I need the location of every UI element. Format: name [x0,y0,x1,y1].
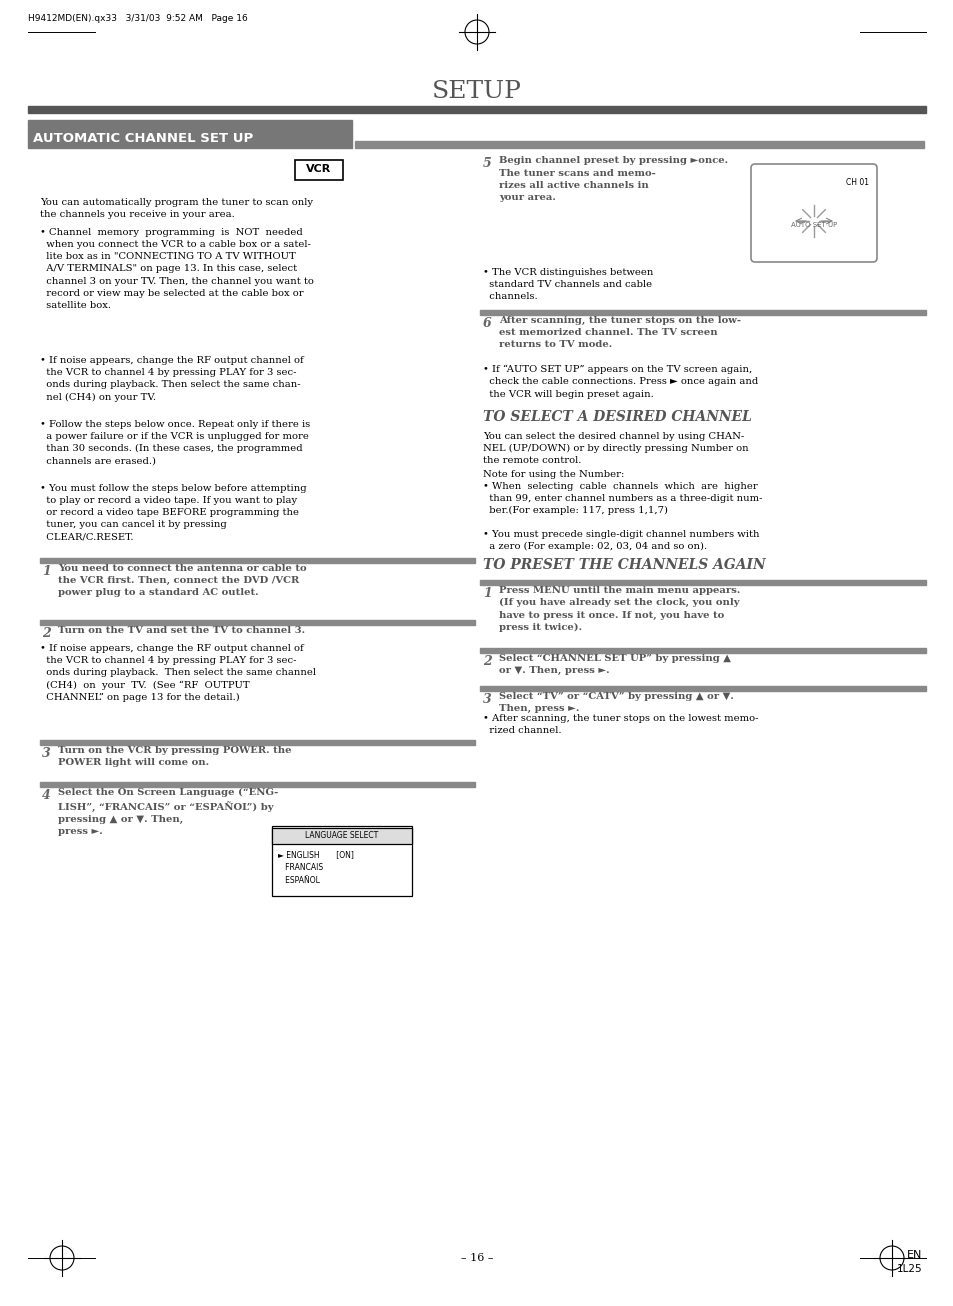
Bar [479,580,925,585]
Text: • You must precede single-digit channel numbers with
  a zero (For example: 02, : • You must precede single-digit channel … [482,530,759,551]
Text: After scanning, the tuner stops on the low-
est memorized channel. The TV screen: After scanning, the tuner stops on the l… [498,316,740,349]
Text: • If “AUTO SET UP” appears on the TV screen again,
  check the cable connections: • If “AUTO SET UP” appears on the TV scr… [482,364,758,398]
Text: • Channel  memory  programming  is  NOT  needed
  when you connect the VCR to a : • Channel memory programming is NOT need… [40,229,314,310]
Text: Select the On Screen Language (“ENG-
LISH”, “FRANCAIS” or “ESPAÑOL”) by
pressing: Select the On Screen Language (“ENG- LIS… [58,788,278,836]
Bar [40,558,475,563]
Text: 4: 4 [42,789,51,802]
Text: 1L25: 1L25 [896,1264,921,1273]
Text: Begin channel preset by pressing ►once.
The tuner scans and memo-
rizes all acti: Begin channel preset by pressing ►once. … [498,155,727,202]
Text: 2: 2 [482,656,491,667]
Text: • Follow the steps below once. Repeat only if there is
  a power failure or if t: • Follow the steps below once. Repeat on… [40,421,310,466]
Text: You can automatically program the tuner to scan only
the channels you receive in: You can automatically program the tuner … [40,199,313,219]
Text: AUTO SET UP: AUTO SET UP [790,222,836,229]
Text: • The VCR distinguishes between
  standard TV channels and cable
  channels.: • The VCR distinguishes between standard… [482,268,653,302]
Text: Turn on the VCR by pressing POWER. the
POWER light will come on.: Turn on the VCR by pressing POWER. the P… [58,746,292,767]
Bar [40,782,475,788]
Text: ESPAÑOL: ESPAÑOL [277,876,319,885]
Text: • If noise appears, change the RF output channel of
  the VCR to channel 4 by pr: • If noise appears, change the RF output… [40,357,303,402]
Text: 6: 6 [482,317,491,330]
Bar [40,620,475,626]
Bar [294,161,343,180]
Text: FRANCAIS: FRANCAIS [277,863,323,872]
Bar [479,648,925,653]
Text: VCR: VCR [306,165,332,174]
Text: Note for using the Number:: Note for using the Number: [482,470,623,479]
FancyBboxPatch shape [750,165,876,263]
Bar [28,106,925,114]
Text: 3: 3 [42,747,51,760]
Bar [272,828,412,844]
Text: Select “TV” or “CATV” by pressing ▲ or ▼.
Then, press ►.: Select “TV” or “CATV” by pressing ▲ or ▼… [498,692,733,713]
Text: EN: EN [905,1250,921,1260]
Text: SETUP: SETUP [432,81,521,103]
Text: Turn on the TV and set the TV to channel 3.: Turn on the TV and set the TV to channel… [58,626,305,635]
Text: Select “CHANNEL SET UP” by pressing ▲
or ▼. Then, press ►.: Select “CHANNEL SET UP” by pressing ▲ or… [498,654,730,675]
Bar [28,120,352,148]
Bar [40,741,475,744]
Bar [355,141,923,148]
Bar [272,825,412,896]
Text: 1: 1 [42,565,51,579]
Text: TO SELECT A DESIRED CHANNEL: TO SELECT A DESIRED CHANNEL [482,410,751,424]
Text: 1: 1 [482,586,491,599]
Text: • When  selecting  cable  channels  which  are  higher
  than 99, enter channel : • When selecting cable channels which ar… [482,482,761,516]
Text: H9412MD(EN).qx33   3/31/03  9:52 AM   Page 16: H9412MD(EN).qx33 3/31/03 9:52 AM Page 16 [28,14,248,24]
Bar [479,310,925,315]
Text: 5: 5 [482,157,491,170]
Text: 2: 2 [42,627,51,640]
Text: LANGUAGE SELECT: LANGUAGE SELECT [305,831,378,840]
Text: TO PRESET THE CHANNELS AGAIN: TO PRESET THE CHANNELS AGAIN [482,558,765,572]
Text: • If noise appears, change the RF output channel of
  the VCR to channel 4 by pr: • If noise appears, change the RF output… [40,644,315,703]
Text: You need to connect the antenna or cable to
the VCR first. Then, connect the DVD: You need to connect the antenna or cable… [58,564,306,597]
Text: AUTOMATIC CHANNEL SET UP: AUTOMATIC CHANNEL SET UP [33,132,253,145]
Text: • After scanning, the tuner stops on the lowest memo-
  rized channel.: • After scanning, the tuner stops on the… [482,714,758,735]
Text: ► ENGLISH       [ON]: ► ENGLISH [ON] [277,850,354,859]
Text: – 16 –: – 16 – [460,1252,493,1263]
Text: 3: 3 [482,693,491,707]
Text: You can select the desired channel by using CHAN-
NEL (UP/DOWN) or by directly p: You can select the desired channel by us… [482,432,748,465]
Text: • You must follow the steps below before attempting
  to play or record a video : • You must follow the steps below before… [40,485,306,542]
Text: Press MENU until the main menu appears.
(If you have already set the clock, you : Press MENU until the main menu appears. … [498,586,740,632]
Bar [479,686,925,691]
Text: CH 01: CH 01 [845,178,868,187]
